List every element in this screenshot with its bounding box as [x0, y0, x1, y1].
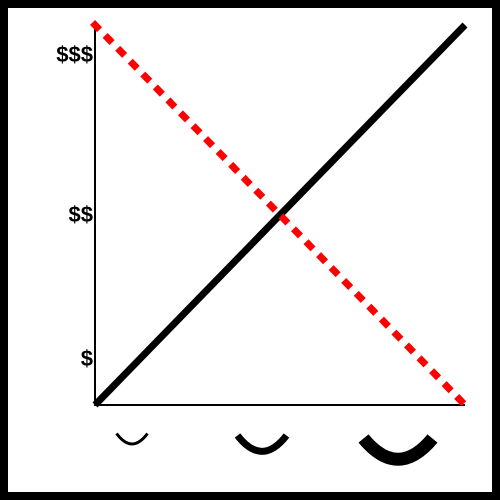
- x-tick-smile: [234, 432, 290, 461]
- chart-frame: $$$$$$: [0, 0, 500, 500]
- chart-canvas: [8, 8, 492, 492]
- x-tick-smile: [357, 432, 439, 475]
- x-tick-smile: [115, 432, 149, 449]
